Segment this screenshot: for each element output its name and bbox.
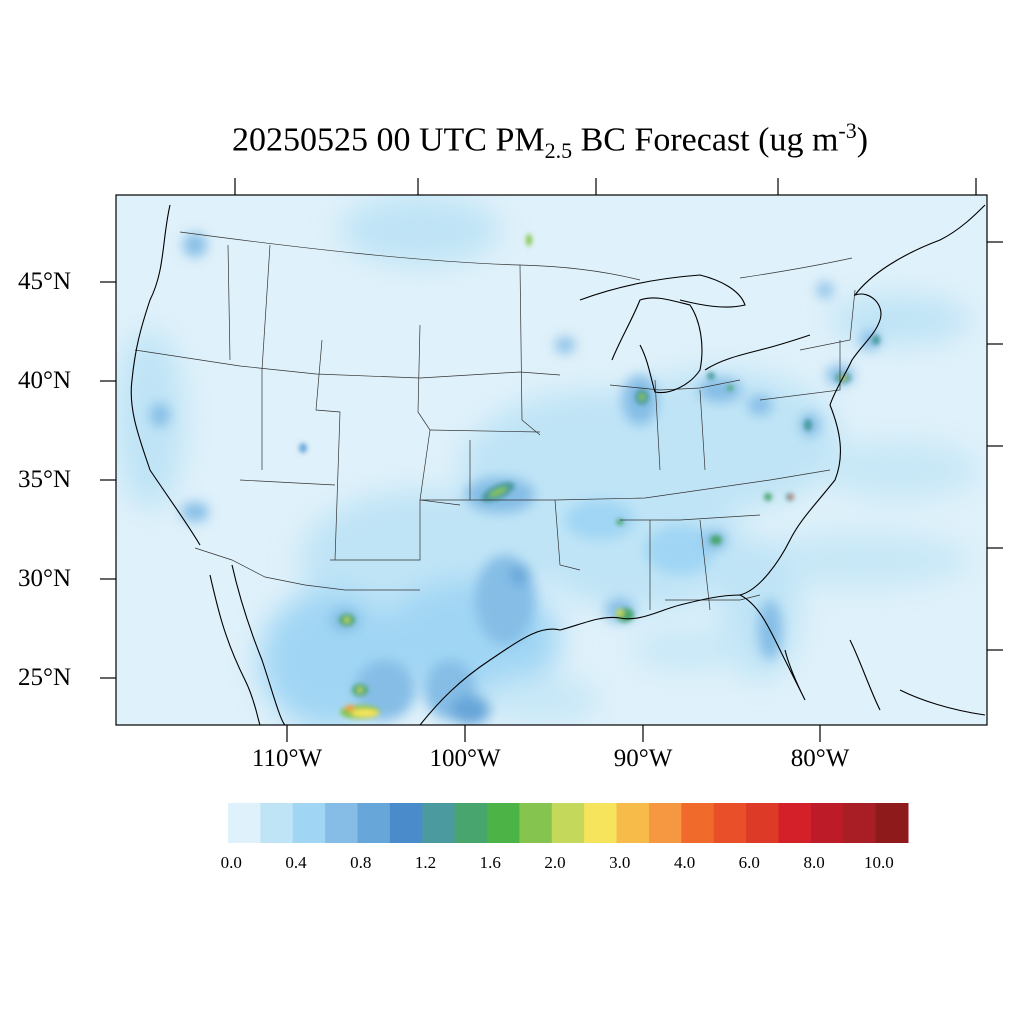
- colorbar-swatch: [616, 803, 650, 843]
- lon-label-110: 110°W: [251, 745, 323, 772]
- colorbar-tick-label: 1.2: [414, 853, 437, 872]
- map-title: 20250525 00 UTC PM2.5 BC Forecast (ug m-…: [231, 118, 869, 164]
- colorbar-tick-label: 0.0: [220, 853, 242, 872]
- colorbar-swatch: [810, 803, 844, 843]
- political-boundaries: [134, 231, 856, 611]
- colorbar-swatch: [422, 803, 456, 843]
- colorbar-swatch: [228, 803, 261, 843]
- lake-superior: [579, 274, 746, 308]
- colorbar-swatch: [875, 803, 909, 843]
- colorbar-swatch: [292, 803, 326, 843]
- colorbar-swatch: [357, 803, 391, 843]
- colorbar-tick-label: 1.6: [479, 853, 501, 872]
- colorbar-tick-label: 3.0: [609, 853, 631, 872]
- pacific-coast: [130, 204, 201, 546]
- colorbar-tick-label: 0.4: [285, 853, 307, 872]
- us-canada-border: [179, 231, 641, 281]
- colorbar-swatch: [778, 803, 812, 843]
- colorbar-swatch: [713, 803, 747, 843]
- atlantic-coast: [739, 204, 986, 596]
- great-lakes-michigan: [611, 297, 703, 394]
- colorbar-swatch: [519, 803, 553, 843]
- lon-label-100: 100°W: [429, 745, 501, 772]
- colorbar-swatch: [746, 803, 779, 843]
- gulf-coast: [419, 594, 806, 725]
- lat-label-40: 40°N: [18, 367, 72, 394]
- concentration-hotspots: [299, 234, 880, 719]
- lat-label-35: 35°N: [18, 466, 72, 493]
- colorbar-swatch: [325, 803, 359, 843]
- map-frame: [115, 194, 988, 726]
- colorbar-tick-label: 10.0: [864, 853, 894, 872]
- colorbar-swatch: [487, 803, 520, 843]
- axis-ticks: [100, 178, 1003, 742]
- coastline: [130, 204, 986, 725]
- colorbar-swatch: [584, 803, 618, 843]
- colorbar-swatch: [648, 803, 682, 843]
- map-plot-area: [116, 195, 987, 725]
- colorbar-swatch: [681, 803, 715, 843]
- colorbar-swatch: [454, 803, 488, 843]
- lat-label-30: 30°N: [18, 565, 72, 592]
- lon-label-80: 80°W: [790, 745, 850, 772]
- colorbar-tick-label: 0.8: [350, 853, 372, 872]
- lon-label-90: 90°W: [613, 745, 673, 772]
- colorbar-tick-label: 6.0: [738, 853, 760, 872]
- lat-label-25: 25°N: [18, 664, 72, 691]
- colorbar-swatch: [389, 803, 423, 843]
- colorbar-tick-label: 2.0: [544, 853, 566, 872]
- colorbar-swatch: [260, 803, 294, 843]
- colorbar-swatch: [551, 803, 585, 843]
- concentration-field-mid: [150, 233, 880, 725]
- lake-erie-ontario: [704, 334, 811, 371]
- colorbar-swatch: [843, 803, 877, 843]
- colorbar: [228, 803, 909, 843]
- concentration-field: [116, 195, 980, 725]
- lat-label-45: 45°N: [18, 268, 72, 295]
- colorbar-tick-label: 8.0: [803, 853, 825, 872]
- colorbar-tick-label: 4.0: [673, 853, 696, 872]
